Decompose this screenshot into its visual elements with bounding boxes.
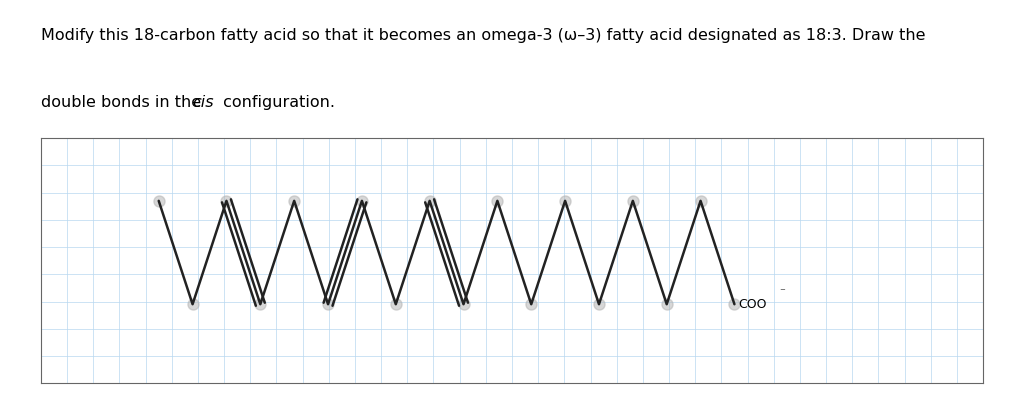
Text: double bonds in the: double bonds in the <box>41 95 206 110</box>
Text: Modify this 18-carbon fatty acid so that it becomes an omega-3 (ω–3) fatty acid : Modify this 18-carbon fatty acid so that… <box>41 28 926 43</box>
Text: cis: cis <box>193 95 214 110</box>
Text: ⁻: ⁻ <box>779 287 784 297</box>
Text: configuration.: configuration. <box>218 95 335 110</box>
Text: COO: COO <box>738 298 767 311</box>
